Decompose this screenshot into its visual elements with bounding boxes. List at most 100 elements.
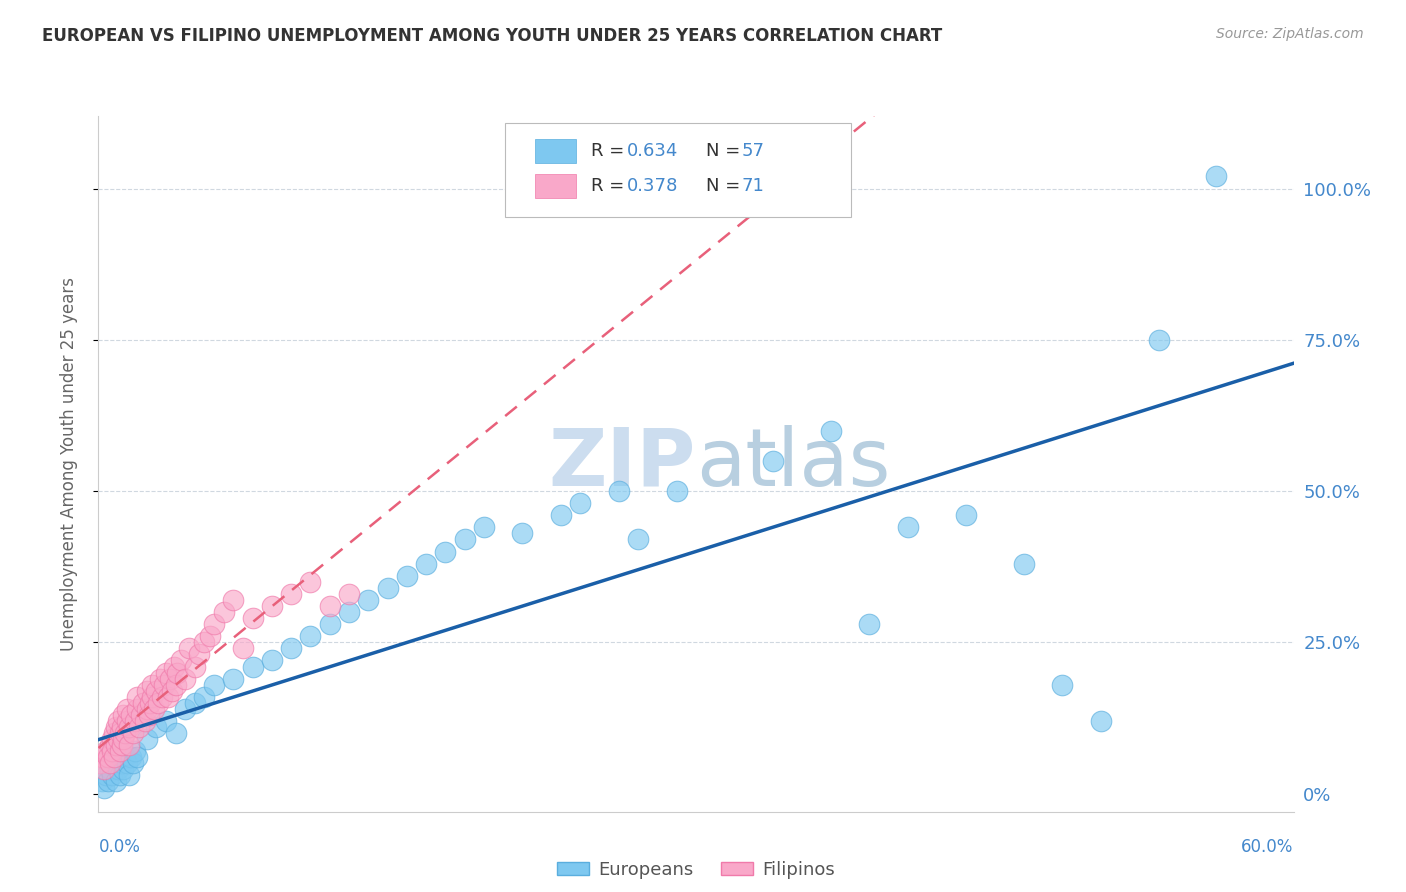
Point bbox=[242, 659, 264, 673]
Point bbox=[122, 726, 145, 740]
Point bbox=[122, 756, 145, 771]
Point bbox=[125, 690, 148, 704]
Point bbox=[107, 732, 129, 747]
Point bbox=[110, 756, 132, 771]
Point bbox=[187, 648, 209, 662]
Text: ZIP: ZIP bbox=[548, 425, 696, 503]
Point bbox=[299, 574, 322, 589]
Text: N =: N = bbox=[706, 177, 745, 194]
Point bbox=[104, 738, 127, 752]
Point bbox=[299, 629, 322, 643]
Point bbox=[150, 690, 173, 704]
Point bbox=[135, 683, 157, 698]
Point bbox=[104, 720, 127, 734]
Point bbox=[118, 738, 141, 752]
Point bbox=[145, 720, 167, 734]
Point bbox=[858, 617, 880, 632]
Point bbox=[103, 750, 125, 764]
Point bbox=[138, 707, 160, 722]
Point bbox=[135, 732, 157, 747]
Point bbox=[155, 714, 177, 728]
Point bbox=[101, 732, 124, 747]
Point bbox=[135, 702, 157, 716]
Point bbox=[155, 665, 177, 680]
Point bbox=[128, 720, 150, 734]
Point bbox=[117, 714, 139, 728]
Point bbox=[337, 605, 360, 619]
Point bbox=[377, 581, 399, 595]
Point bbox=[124, 714, 146, 728]
Point bbox=[141, 690, 163, 704]
Point bbox=[319, 599, 342, 613]
Point bbox=[166, 665, 188, 680]
Point bbox=[98, 763, 121, 777]
Point bbox=[242, 611, 264, 625]
Point bbox=[103, 756, 125, 771]
Point bbox=[153, 678, 176, 692]
Point bbox=[512, 526, 534, 541]
Text: R =: R = bbox=[591, 142, 630, 160]
Point bbox=[118, 720, 141, 734]
Point bbox=[222, 672, 245, 686]
Point bbox=[112, 707, 135, 722]
Point bbox=[820, 424, 842, 438]
Y-axis label: Unemployment Among Youth under 25 years: Unemployment Among Youth under 25 years bbox=[59, 277, 77, 651]
Point bbox=[165, 726, 187, 740]
Point bbox=[202, 617, 225, 632]
Point bbox=[232, 641, 254, 656]
Point bbox=[117, 756, 139, 771]
Point bbox=[260, 653, 283, 667]
FancyBboxPatch shape bbox=[534, 174, 576, 198]
Point bbox=[897, 520, 920, 534]
Text: atlas: atlas bbox=[696, 425, 890, 503]
Point bbox=[149, 672, 172, 686]
Text: 60.0%: 60.0% bbox=[1241, 838, 1294, 856]
Point bbox=[104, 774, 127, 789]
Point bbox=[98, 738, 121, 752]
Point bbox=[174, 702, 197, 716]
Point bbox=[472, 520, 495, 534]
Point bbox=[319, 617, 342, 632]
Point bbox=[280, 587, 302, 601]
Point bbox=[110, 720, 132, 734]
Point bbox=[93, 780, 115, 795]
Point bbox=[103, 726, 125, 740]
FancyBboxPatch shape bbox=[534, 139, 576, 163]
Point bbox=[125, 750, 148, 764]
Point bbox=[129, 707, 152, 722]
Point bbox=[94, 768, 117, 782]
Point bbox=[97, 774, 120, 789]
Point bbox=[124, 744, 146, 758]
Point bbox=[762, 454, 785, 468]
Point bbox=[184, 696, 207, 710]
Point bbox=[1012, 557, 1035, 571]
Point bbox=[222, 593, 245, 607]
Point bbox=[107, 763, 129, 777]
Text: 71: 71 bbox=[741, 177, 765, 194]
Point bbox=[156, 690, 179, 704]
Text: 0.378: 0.378 bbox=[627, 177, 678, 194]
Point bbox=[114, 750, 136, 764]
Point bbox=[112, 732, 135, 747]
Point bbox=[143, 702, 166, 716]
Point bbox=[202, 678, 225, 692]
Text: 0.634: 0.634 bbox=[627, 142, 678, 160]
Point bbox=[94, 744, 117, 758]
Point bbox=[162, 659, 184, 673]
Point bbox=[415, 557, 437, 571]
Point bbox=[114, 726, 136, 740]
Point bbox=[193, 690, 215, 704]
Point bbox=[1147, 333, 1170, 347]
Point bbox=[93, 763, 115, 777]
Point bbox=[337, 587, 360, 601]
Point bbox=[108, 744, 131, 758]
Legend: Europeans, Filipinos: Europeans, Filipinos bbox=[550, 854, 842, 886]
Point bbox=[184, 659, 207, 673]
Text: N =: N = bbox=[706, 142, 745, 160]
Point bbox=[110, 738, 132, 752]
Point bbox=[148, 696, 170, 710]
Point bbox=[395, 568, 418, 582]
Point bbox=[160, 683, 183, 698]
Point bbox=[107, 714, 129, 728]
Point bbox=[145, 683, 167, 698]
